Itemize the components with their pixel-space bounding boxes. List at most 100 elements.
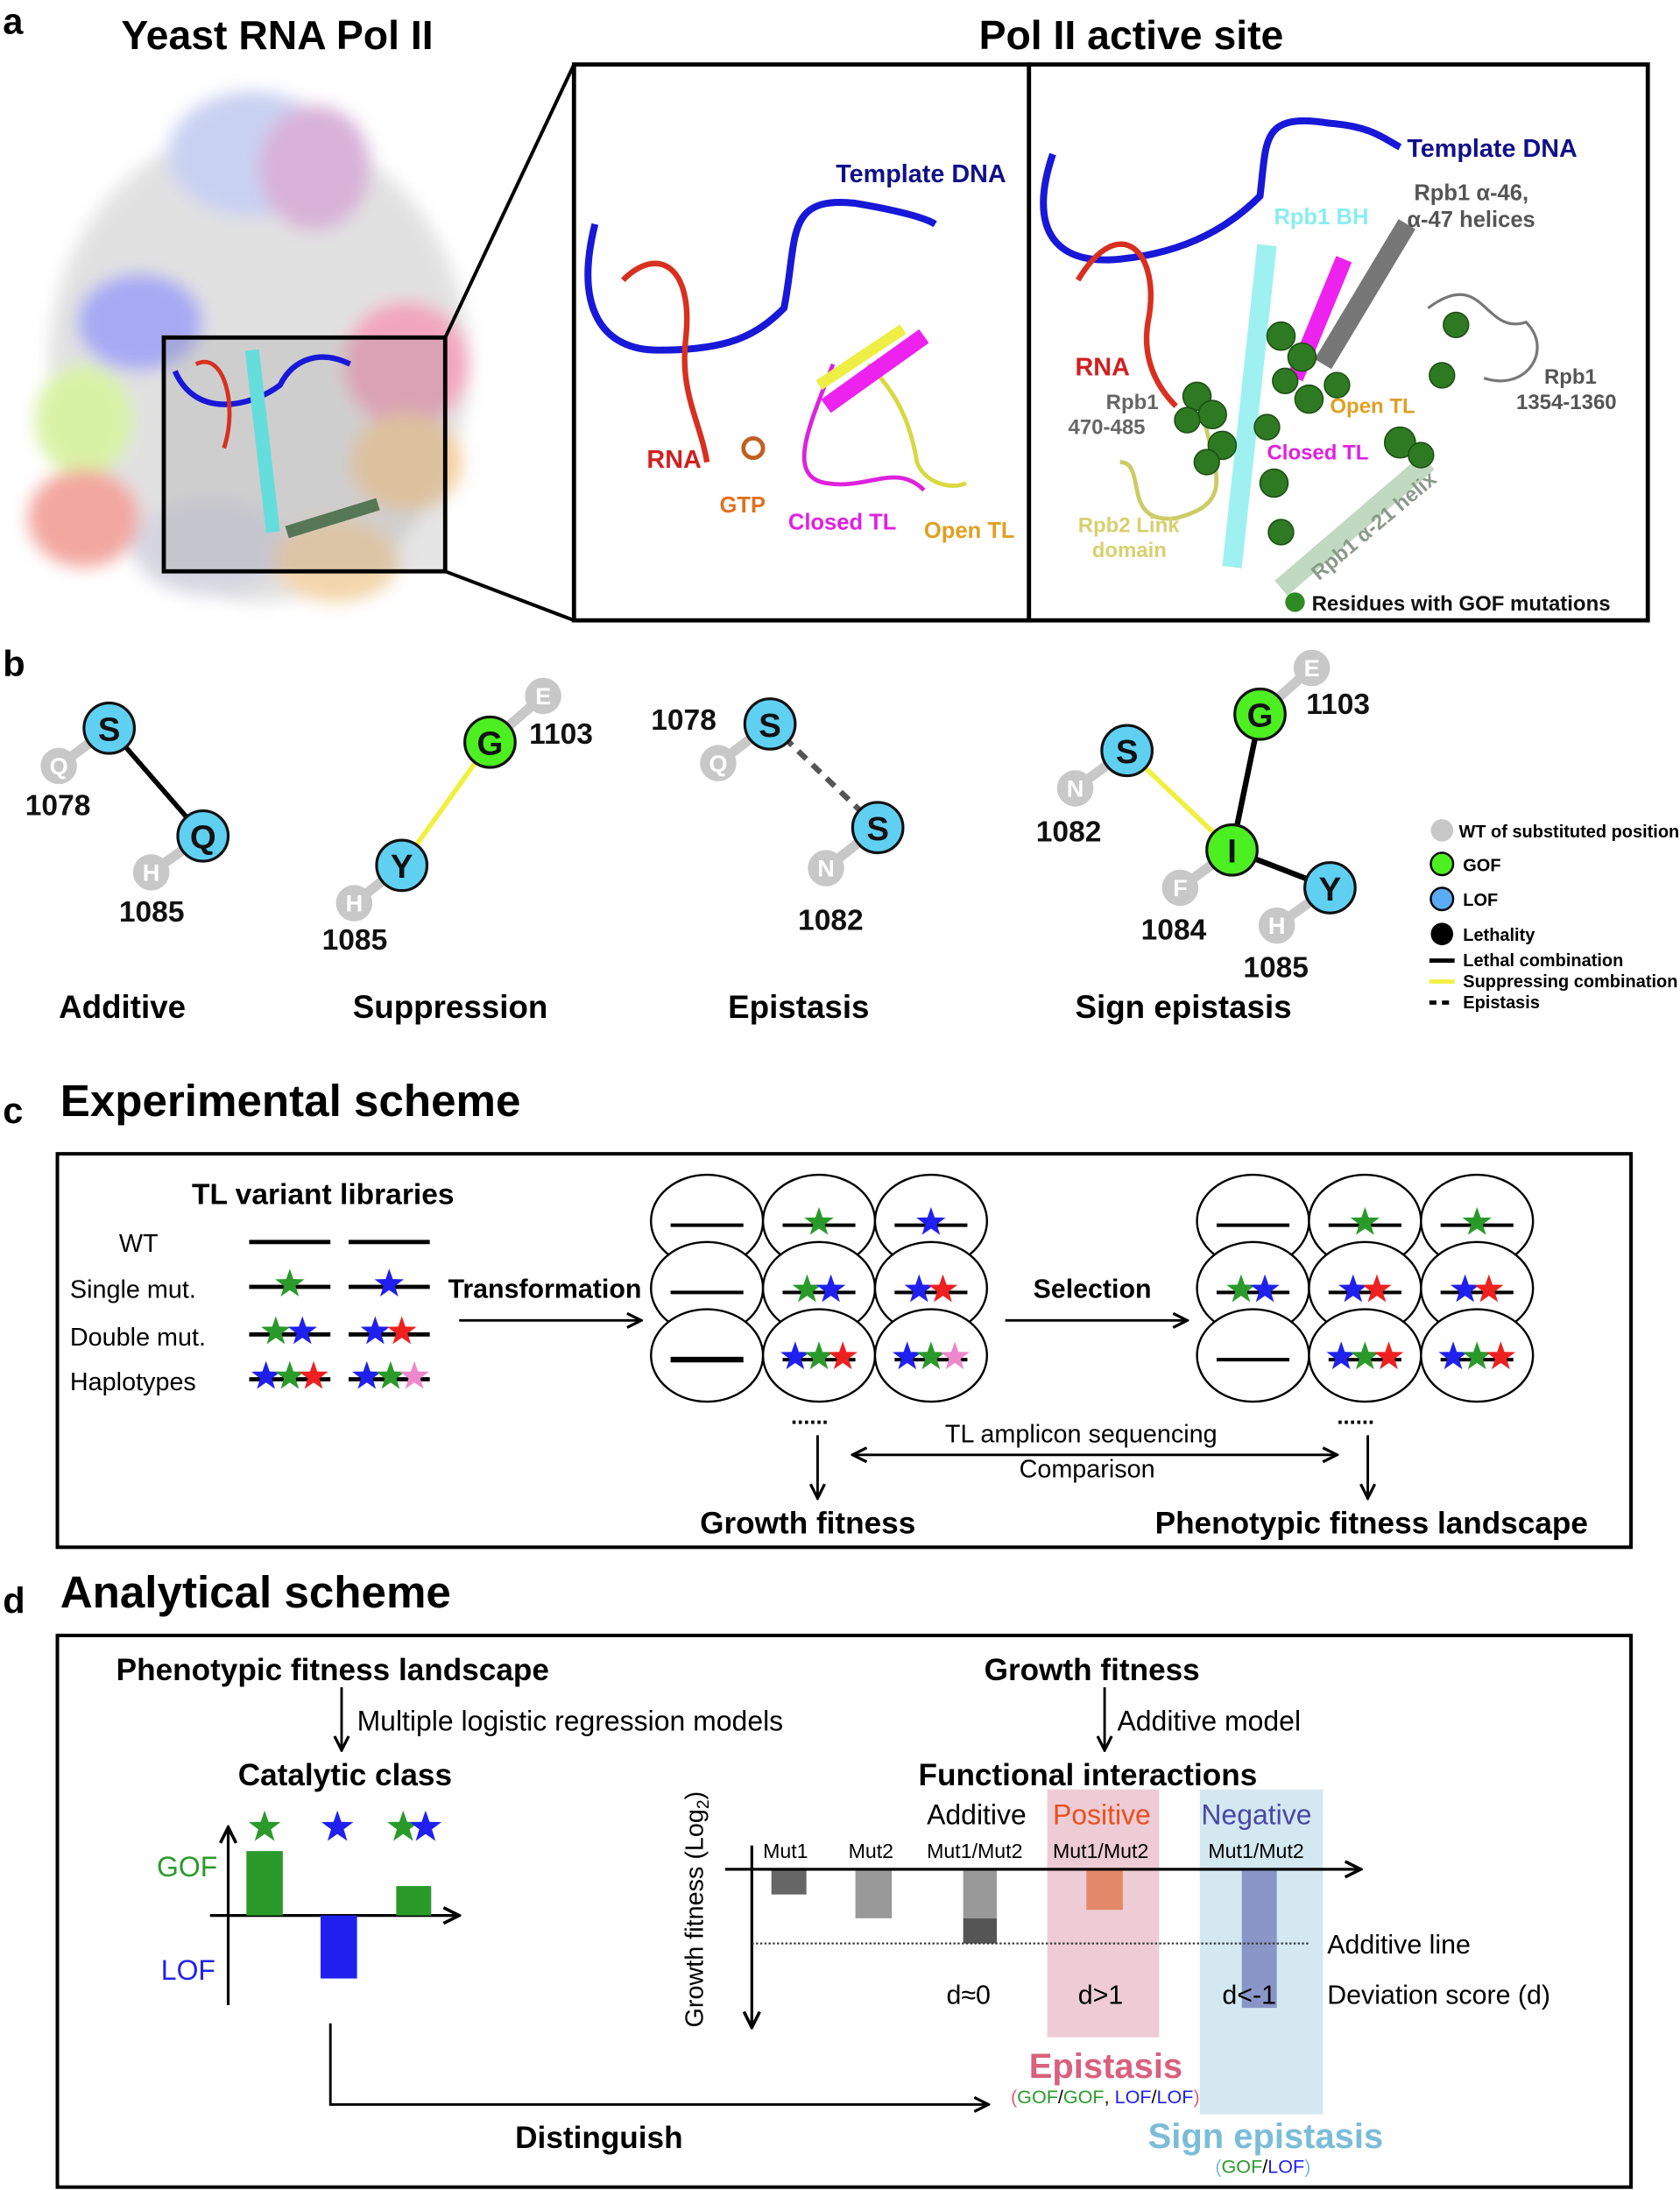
lof-star-icon xyxy=(409,1810,442,1841)
growth-fitness-label: Growth fitness xyxy=(700,1506,915,1540)
inset-bridge-helix xyxy=(244,349,280,533)
libraries-title: TL variant libraries xyxy=(192,1179,455,1212)
legend-label: Lethality xyxy=(1463,926,1535,945)
gof-star-icon xyxy=(248,1810,281,1841)
lof-node: Y xyxy=(391,848,413,886)
yeast-cells-after-selection xyxy=(1196,1173,1535,1403)
label-rpb1-1354-line2: 1354-1360 xyxy=(1516,391,1617,414)
diagram-title: Sign epistasis xyxy=(1076,989,1292,1025)
catalytic-class-chart: GOF LOF xyxy=(157,1810,459,2005)
wt-residue: Q xyxy=(709,750,727,777)
label-rna: RNA xyxy=(646,446,702,474)
wt-residue: E xyxy=(535,682,551,710)
panel-letter-b: b xyxy=(3,643,25,684)
lof-node: S xyxy=(759,707,781,745)
alpha46-helix xyxy=(1314,219,1415,370)
title-active-site: Pol II active site xyxy=(979,12,1284,58)
wt-residue: N xyxy=(1067,775,1084,802)
lof-bar xyxy=(321,1915,357,1979)
functional-interactions-heading: Functional interactions xyxy=(919,1758,1258,1792)
y-axis-label-sub: 2 xyxy=(695,1799,713,1809)
paren: ( xyxy=(1215,2156,1222,2178)
more-cells-dots: ...... xyxy=(791,1405,829,1430)
position-label: 1103 xyxy=(529,718,593,751)
positive-epistasis-region xyxy=(1047,1789,1160,2038)
closed-tl-loop xyxy=(801,363,926,492)
gof-node: G xyxy=(476,725,503,763)
experimental-scheme-box xyxy=(55,1152,1634,1550)
gof-residue-legend-label: Residues with GOF mutations xyxy=(1312,592,1611,616)
diagram-title: Suppression xyxy=(353,989,548,1025)
gof-lof-bar xyxy=(396,1886,432,1916)
additive-category: Additive xyxy=(927,1799,1027,1831)
slash: / xyxy=(1152,2086,1157,2108)
bridge-helix xyxy=(1222,244,1277,569)
active-site-box-open-closed xyxy=(571,62,1032,623)
position-label: 1084 xyxy=(1141,915,1207,947)
row-label-double: Double mut. xyxy=(70,1324,206,1352)
row-label-haplotypes: Haplotypes xyxy=(70,1368,196,1396)
growth-fitness-chart: Mut1 Mut2 Mut1/Mut2 Mut1/Mut2 Mut1/Mut2 … xyxy=(681,1791,1360,2028)
rpb1-1354-loop xyxy=(1427,293,1539,383)
library-lines xyxy=(249,1240,430,1381)
label-template-dna: Template DNA xyxy=(836,160,1006,188)
panel-c-title: Experimental scheme xyxy=(60,1076,521,1126)
label-open-tl: Open TL xyxy=(924,519,1015,543)
panel-letter-a: a xyxy=(3,0,24,41)
lof-node: S xyxy=(866,810,889,848)
panel-letter-d: d xyxy=(3,1579,25,1621)
gtp-molecule xyxy=(741,435,766,461)
pol2-surface-structure xyxy=(27,90,469,603)
lof-node: Y xyxy=(1319,871,1342,908)
wt-residue: F xyxy=(1173,874,1188,901)
growth-fitness-heading: Growth fitness xyxy=(985,1653,1200,1687)
rna-ribbon xyxy=(620,260,710,463)
panel-letter-c: c xyxy=(3,1090,23,1131)
label-rpb2-link-line2: domain xyxy=(1092,539,1167,562)
lof-node: S xyxy=(98,711,121,749)
diagram-additive: Q H S Q 1078 1085 Additive xyxy=(25,701,230,1025)
analytical-scheme-box xyxy=(55,1633,1634,2189)
y-axis-label-text: Growth fitness (Log xyxy=(681,1809,709,2027)
paren: ) xyxy=(1304,2156,1310,2178)
diagram-title: Additive xyxy=(59,989,186,1025)
gof-residue-spheres xyxy=(1174,311,1470,546)
mut1-bar xyxy=(771,1870,807,1895)
more-cells-dots: ...... xyxy=(1337,1405,1374,1430)
rna-ribbon xyxy=(1075,241,1178,408)
sign-epistasis-classes: (GOF/LOF) xyxy=(1215,2156,1310,2178)
yeast-cell xyxy=(1196,1308,1310,1403)
title-yeast-pol2: Yeast RNA Pol II xyxy=(121,12,433,58)
diagram-suppression: E H G Y 1103 1085 Suppression xyxy=(322,677,593,1025)
selection-label: Selection xyxy=(1034,1275,1152,1304)
bar-label-mut12-additive: Mut1/Mut2 xyxy=(927,1840,1022,1862)
additive-model-label: Additive model xyxy=(1117,1706,1301,1737)
label-closed-tl: Closed TL xyxy=(1267,441,1368,464)
bar-label-mut12-negative: Mut1/Mut2 xyxy=(1208,1840,1303,1862)
position-label: 1078 xyxy=(651,704,716,737)
panel-d-title: Analytical scheme xyxy=(60,1567,451,1617)
lof-star-icon xyxy=(321,1810,354,1841)
transformation-label: Transformation xyxy=(448,1275,641,1304)
positive-double-bar xyxy=(1086,1870,1123,1911)
wt-residue: H xyxy=(346,890,364,917)
mut2-bar xyxy=(855,1870,893,1918)
yeast-cell xyxy=(650,1308,765,1403)
label-rpb1-1354-line1: Rpb1 xyxy=(1544,365,1597,389)
bar-label-mut1: Mut1 xyxy=(763,1840,808,1862)
inset-box xyxy=(161,335,448,574)
position-label: 1085 xyxy=(1243,952,1309,985)
right-structure xyxy=(1040,117,1539,596)
sign-epistasis-label: Sign epistasis xyxy=(1148,2117,1384,2156)
label-template-dna: Template DNA xyxy=(1407,135,1578,163)
legend-lof-dot xyxy=(1429,887,1455,912)
gof-text: GOF xyxy=(1017,2086,1058,2108)
template-dna-ribbon xyxy=(584,199,937,354)
diagram-sign-epistasis: N E F H S G I Y 1082 1103 1084 1085 Sign… xyxy=(1036,649,1370,1025)
bar-label-mut12-positive: Mut1/Mut2 xyxy=(1053,1840,1148,1862)
paren: ( xyxy=(1011,2086,1018,2108)
legend-gof-dot xyxy=(1429,851,1455,877)
alpha21-helix xyxy=(1274,455,1435,596)
position-label: 1085 xyxy=(322,924,388,957)
row-label-wt: WT xyxy=(119,1230,159,1258)
